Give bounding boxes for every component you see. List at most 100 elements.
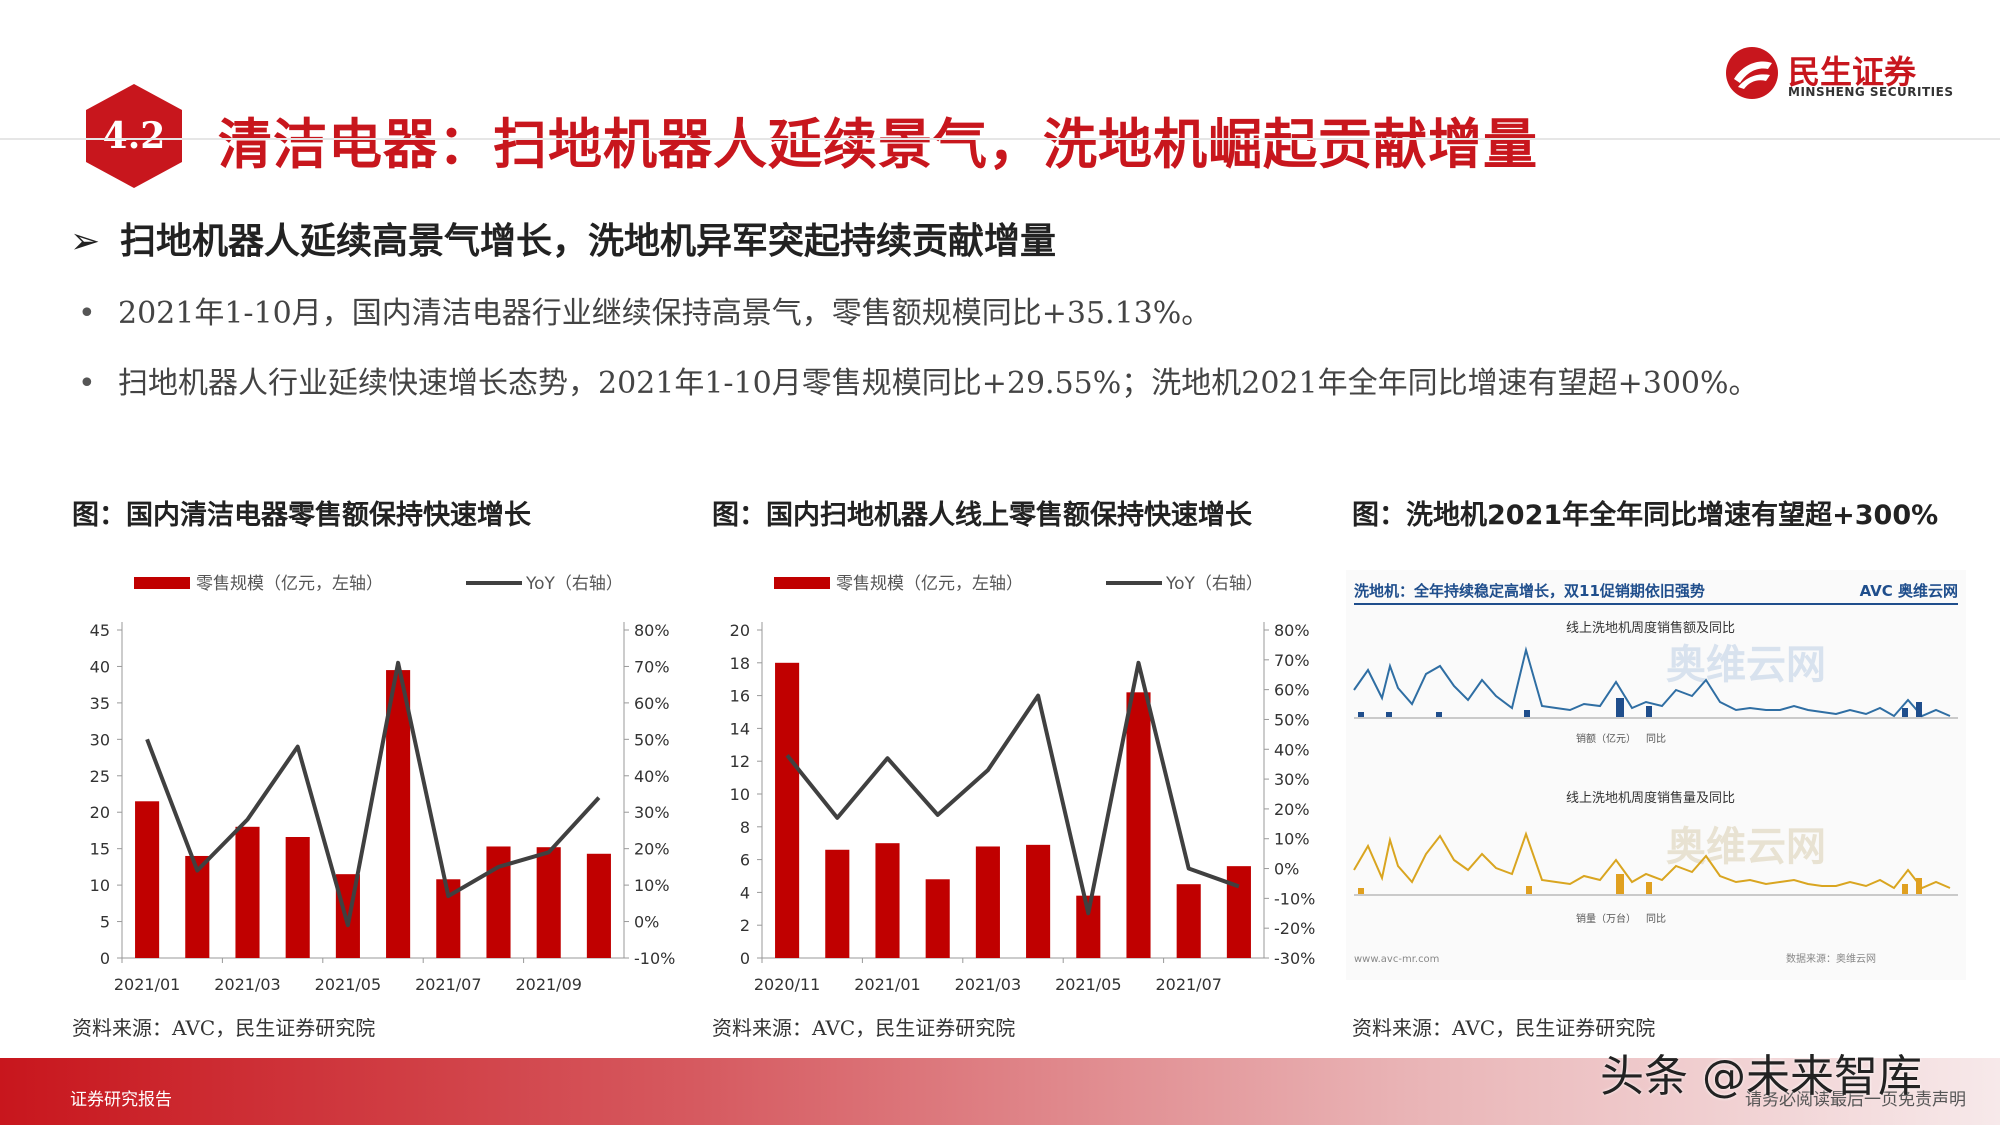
left-tick-label: 20 — [90, 803, 110, 822]
right-tick-label: 0% — [634, 913, 659, 932]
right-tick-label: -30% — [1274, 949, 1315, 968]
yoy-line — [785, 660, 1240, 916]
legend-label: YoY（右轴） — [525, 574, 623, 594]
x-tick-label: 2021/09 — [515, 975, 581, 994]
x-tick-label: 2021/01 — [854, 975, 920, 994]
right-tick-label: 20% — [634, 840, 670, 859]
legend-bar-swatch — [134, 577, 190, 589]
left-tick-label: 16 — [730, 687, 750, 706]
sales-amount-panel: 销额（亿元） 同比 — [1353, 646, 1958, 745]
left-tick-label: 6 — [740, 851, 750, 870]
x-tick-label: 2021/05 — [1055, 975, 1121, 994]
legend-label: 零售规模（亿元，左轴） — [196, 574, 383, 594]
x-tick-label: 2021/07 — [415, 975, 481, 994]
left-tick-label: 10 — [730, 785, 750, 804]
right-tick-label: -20% — [1274, 919, 1315, 938]
left-tick-label: 4 — [740, 883, 750, 902]
right-tick-label: 20% — [1274, 800, 1310, 819]
bullet-item: • 2021年1-10月，国内清洁电器行业继续保持高景气，零售额规模同比+35.1… — [78, 288, 1211, 332]
panel1-legend: 同比 — [1646, 733, 1666, 745]
legend-bar-swatch — [774, 577, 830, 589]
figure-source: 资料来源：AVC，民生证券研究院 — [712, 1016, 1016, 1040]
watermark-text: 奥维云网 — [1666, 824, 1826, 870]
x-tick-label: 2021/03 — [955, 975, 1021, 994]
right-tick-label: 80% — [1274, 621, 1310, 640]
section-number-badge: 4.2 — [86, 84, 182, 188]
left-tick-label: 30 — [90, 730, 110, 749]
figure-source: 资料来源：AVC，民生证券研究院 — [72, 1016, 376, 1040]
left-tick-label: 12 — [730, 752, 750, 771]
right-tick-label: 80% — [634, 621, 670, 640]
legend-label: 零售规模（亿元，左轴） — [836, 574, 1023, 594]
x-tick-label: 2021/03 — [214, 975, 280, 994]
bar — [825, 849, 850, 958]
company-logo: 民生证券 MINSHENG SECURITIES — [1724, 45, 1974, 105]
right-tick-label: 10% — [634, 876, 670, 895]
panel2-title: 线上洗地机周度销售量及同比 — [1566, 790, 1735, 806]
right-tick-label: 40% — [634, 767, 670, 786]
x-tick-label: 2021/07 — [1155, 975, 1221, 994]
left-tick-label: 45 — [90, 621, 110, 640]
right-tick-label: 40% — [1274, 740, 1310, 759]
bar — [135, 801, 160, 958]
footer-label: 证券研究报告 — [70, 1090, 172, 1110]
bar — [285, 837, 310, 958]
bullet-item: • 扫地机器人行业延续快速增长态势，2021年1-10月零售规模同比+29.55%… — [78, 358, 1759, 402]
x-tick-label: 2021/05 — [315, 975, 381, 994]
bar — [1026, 844, 1051, 958]
bullet-text: 2021年1-10月，国内清洁电器行业继续保持高景气，零售额规模同比+35.13… — [118, 296, 1212, 331]
panel2-legend: 同比 — [1646, 913, 1666, 925]
right-tick-label: 0% — [1274, 860, 1299, 879]
yoy-line — [145, 660, 601, 928]
bar — [386, 670, 411, 958]
left-tick-label: 0 — [740, 949, 750, 968]
left-tick-label: 15 — [90, 840, 110, 859]
left-tick-label: 8 — [740, 818, 750, 837]
watermark-text: 奥维云网 — [1666, 642, 1826, 688]
figure-source: 资料来源：AVC，民生证券研究院 — [1352, 1016, 1656, 1040]
panel2-legend: 销量（万台） — [1576, 912, 1636, 925]
floor-washer-weekly-chart-image: 洗地机：全年持续稳定高增长，双11促销期依旧强势 AVC 奥维云网 线上洗地机周… — [1346, 570, 1966, 980]
header-divider — [0, 138, 2000, 140]
subheading: ➢ 扫地机器人延续高景气增长，洗地机异军突起持续贡献增量 — [70, 212, 1056, 264]
arrow-bullet-icon: ➢ — [70, 221, 101, 262]
right-tick-label: 70% — [634, 657, 670, 676]
legend-label: YoY（右轴） — [1165, 574, 1263, 594]
figure-caption: 图：国内扫地机器人线上零售额保持快速增长 — [712, 500, 1252, 531]
right-tick-label: 50% — [634, 730, 670, 749]
logo-name-cn: 民生证券 — [1788, 53, 1917, 91]
right-tick-label: -10% — [634, 949, 675, 968]
logo-name-en: MINSHENG SECURITIES — [1788, 85, 1954, 99]
bar — [536, 847, 561, 958]
right-tick-label: -10% — [1274, 889, 1315, 908]
left-tick-label: 25 — [90, 767, 110, 786]
right-tick-label: 10% — [1274, 830, 1310, 849]
right-tick-label: 70% — [1274, 651, 1310, 670]
page-title: 清洁电器：扫地机器人延续景气，洗地机崛起贡献增量 — [218, 113, 1538, 176]
bar — [1176, 884, 1201, 958]
minsheng-logo-icon — [1726, 47, 1778, 99]
bar — [775, 662, 800, 958]
bar — [875, 843, 900, 958]
right-tick-label: 60% — [1274, 681, 1310, 700]
toutiao-watermark: 头条 @未来智库 — [1600, 1051, 1922, 1102]
left-tick-label: 5 — [100, 913, 110, 932]
bullet-dot-icon: • — [78, 296, 96, 331]
retail-sales-chart-robot-vacuum: 0 2 4 6 8 10 12 14 16 18 20 -30% -20% -10% 0% 10% 20% 30%… — [730, 574, 1316, 994]
embedded-site: www.avc-mr.com — [1354, 954, 1439, 965]
bar — [185, 855, 210, 958]
right-tick-label: 60% — [634, 694, 670, 713]
left-tick-label: 0 — [100, 949, 110, 968]
bar — [235, 826, 260, 958]
right-tick-label: 50% — [1274, 710, 1310, 729]
disclaimer-note: 请务必阅读最后一页免责声明 — [1745, 1090, 1966, 1110]
figure-caption: 图：洗地机2021年全年同比增速有望超+300% — [1352, 500, 1939, 531]
left-tick-label: 14 — [730, 719, 750, 738]
embedded-source: 数据来源：奥维云网 — [1786, 952, 1876, 965]
left-tick-label: 2 — [740, 916, 750, 935]
panel1-legend: 销额（亿元） — [1576, 732, 1636, 745]
left-tick-label: 20 — [730, 621, 750, 640]
svg-text:4.2: 4.2 — [103, 115, 166, 157]
figure-caption: 图：国内清洁电器零售额保持快速增长 — [72, 500, 531, 531]
bar — [975, 846, 1000, 958]
